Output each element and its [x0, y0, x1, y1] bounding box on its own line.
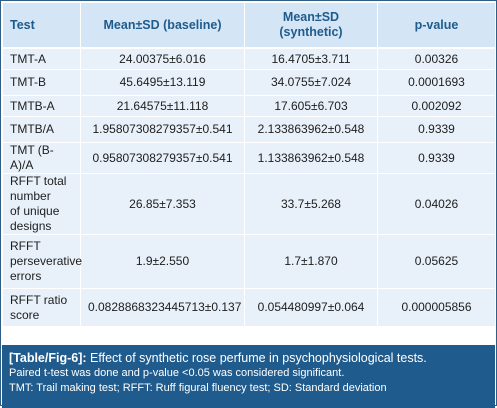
cell-baseline: 0.95807308279357±0.541 [80, 142, 245, 174]
table-row: RFFT total number of unique designs 26.85±7.… [2, 173, 496, 235]
table-row: TMT-A 24.00375±6.016 16.4705±3.711 0.00326 [2, 47, 496, 70]
header-pvalue: p-value [377, 2, 496, 49]
cell-baseline: 45.6495±13.119 [80, 69, 245, 96]
cell-baseline: 24.00375±6.016 [80, 47, 245, 70]
table-caption: [Table/Fig-6]: Effect of synthetic rose … [2, 345, 495, 408]
cell-test-line: designs [10, 219, 52, 233]
header-synthetic-line-1: Mean±SD [282, 10, 340, 24]
cell-synthetic: 2.133863962±0.548 [244, 116, 378, 143]
table-row: TMTB-A 21.64575±11.118 17.605±6.703 0.00209… [2, 95, 496, 117]
cell-baseline: 0.0828868323445713±0.137 [80, 288, 245, 327]
caption-note-abbreviations: TMT: Trail making test; RFFT: Ruff figur… [9, 382, 387, 394]
cell-pvalue: 0.000005856 [377, 288, 496, 327]
cell-test: RFFT ratio score [2, 288, 81, 327]
cell-baseline: 1.9±2.550 [80, 234, 245, 289]
cell-test-line: errors [10, 269, 42, 283]
cell-synthetic: 1.7±1.870 [244, 234, 378, 289]
caption-label: [Table/Fig-6]: [9, 351, 87, 365]
table-body: TMT-A 24.00375±6.016 16.4705±3.711 0.00326 T… [2, 47, 496, 327]
table-row: TMT (B-A)/A 0.95807308279357±0.541 1.13386… [2, 142, 496, 174]
cell-test-line: perseverative [10, 254, 83, 268]
cell-pvalue: 0.05625 [377, 234, 496, 289]
cell-test-line: score [10, 307, 40, 322]
cell-test: RFFT perseverative errors [2, 234, 83, 289]
cell-synthetic: 0.054480997±0.064 [244, 288, 378, 327]
cell-pvalue: 0.002092 [377, 95, 496, 117]
cell-test-line: of unique [10, 204, 60, 218]
cell-synthetic: 1.133863962±0.548 [244, 142, 378, 174]
cell-test-line: TMTB-A [10, 98, 55, 113]
cell-baseline: 26.85±7.353 [80, 173, 245, 235]
header-test: Test [2, 2, 81, 49]
cell-pvalue: 0.04026 [377, 173, 496, 235]
cell-test-line: number [10, 189, 51, 203]
cell-test: TMT (B-A)/A [2, 142, 81, 174]
cell-test-line: TMT (B-A)/A [10, 143, 54, 172]
cell-test: TMTB-A [2, 95, 81, 117]
header-synthetic: Mean±SD (synthetic) [244, 2, 378, 49]
results-table: Test Mean±SD (baseline) Mean±SD (synthet… [2, 2, 496, 327]
header-synthetic-line-2: (synthetic) [279, 25, 343, 39]
cell-test-line: TMTB/A [10, 122, 54, 136]
cell-test: RFFT total number of unique designs [2, 173, 81, 235]
table-row: TMT-B 45.6495±13.119 34.0755±7.024 0.000169… [2, 69, 496, 96]
cell-synthetic: 33.7±5.268 [244, 173, 378, 235]
cell-test: TMT-B [2, 69, 81, 96]
header-baseline: Mean±SD (baseline) [80, 2, 245, 49]
cell-test-line: RFFT [10, 239, 41, 253]
cell-synthetic: 34.0755±7.024 [244, 69, 378, 96]
cell-pvalue: 0.9339 [377, 142, 496, 174]
cell-test: TMT-A [2, 47, 81, 70]
cell-synthetic: 16.4705±3.711 [244, 47, 378, 70]
cell-test: TMTB/A [2, 116, 81, 143]
table-row: TMTB/A 1.95807308279357±0.541 2.133863962±… [2, 116, 496, 143]
cell-baseline: 1.95807308279357±0.541 [80, 116, 245, 143]
cell-baseline: 21.64575±11.118 [80, 95, 245, 117]
caption-title-line: [Table/Fig-6]: Effect of synthetic rose … [9, 350, 488, 366]
cell-test-line: RFFT total [10, 174, 67, 188]
caption-title: Effect of synthetic rose perfume in psyc… [90, 351, 427, 365]
cell-test-line: TMT-A [10, 51, 46, 66]
cell-pvalue: 0.0001693 [377, 69, 496, 96]
cell-test-line: TMT-B [10, 75, 46, 89]
cell-synthetic: 17.605±6.703 [244, 95, 378, 117]
table-row: RFFT ratio score 0.0828868323445713±0.137 0… [2, 288, 496, 327]
table-row: RFFT perseverative errors 1.9±2.550 1.7±1.87… [2, 234, 496, 289]
caption-note-significance: Paired t-test was done and p-value <0.05… [9, 367, 345, 379]
cell-test-line: RFFT ratio [10, 292, 68, 307]
header-row: Test Mean±SD (baseline) Mean±SD (synthet… [2, 2, 496, 49]
cell-pvalue: 0.9339 [377, 116, 496, 143]
cell-pvalue: 0.00326 [377, 47, 496, 70]
